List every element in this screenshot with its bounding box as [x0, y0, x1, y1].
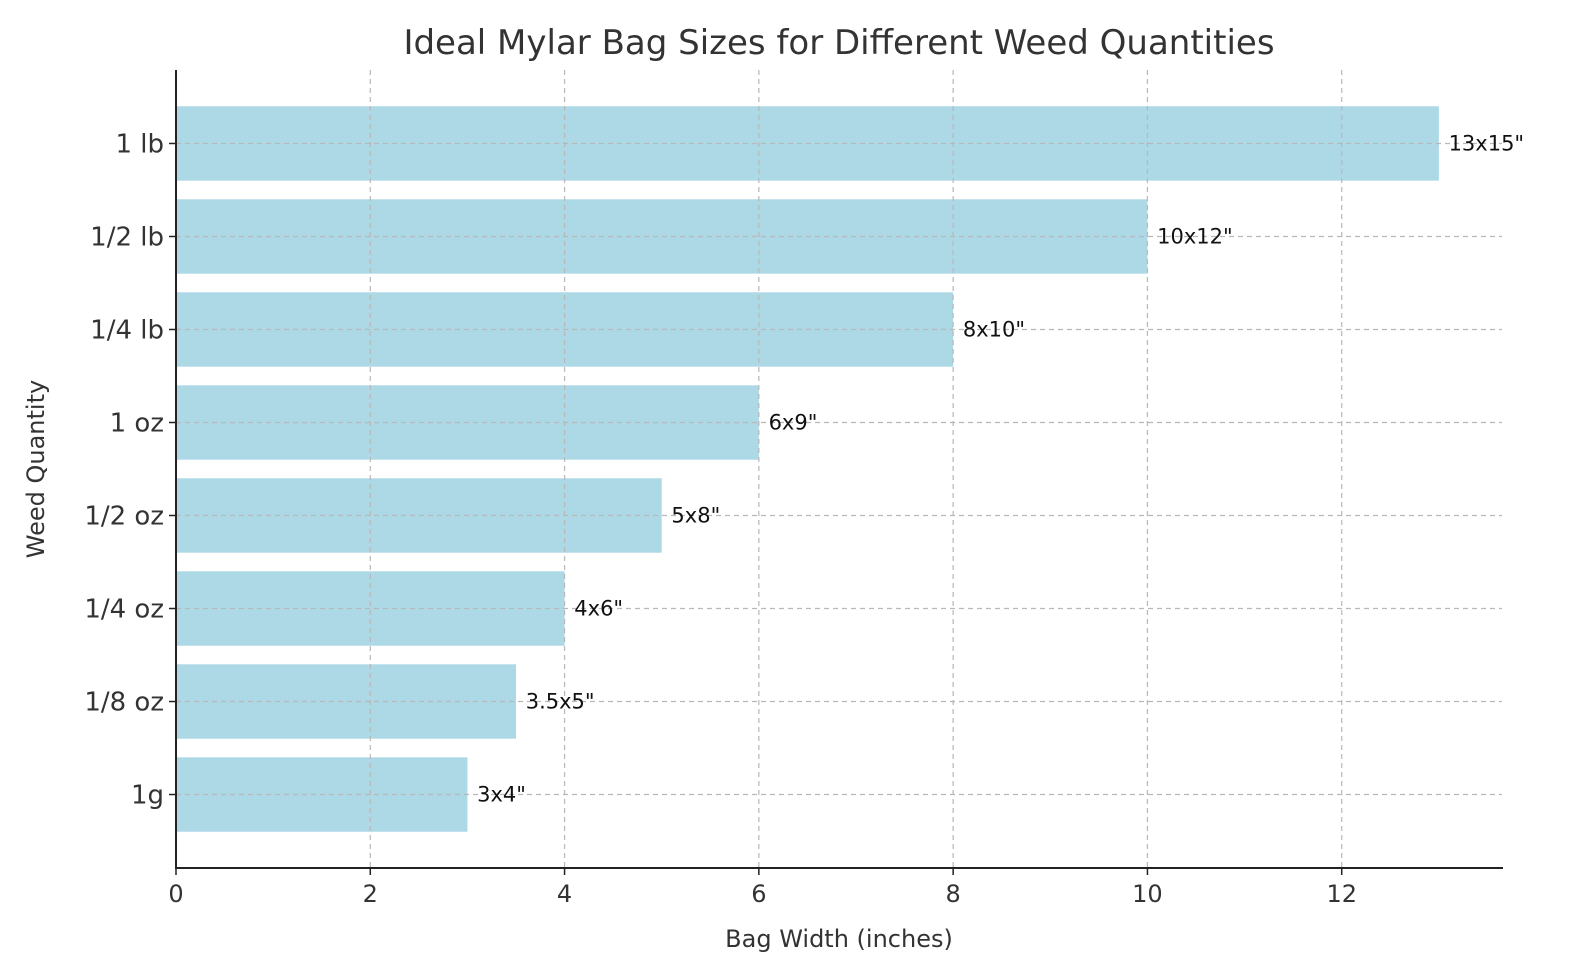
y-tick-label: 1/4 lb: [90, 315, 164, 345]
y-tick-label: 1g: [131, 781, 164, 811]
y-tick-label: 1/8 oz: [84, 688, 164, 718]
bar: [176, 478, 662, 553]
data-label: 3x4": [477, 783, 526, 807]
bars: [176, 106, 1439, 832]
bar: [176, 199, 1148, 274]
x-tick-label: 10: [1132, 880, 1163, 908]
y-tick-label: 1/2 lb: [90, 222, 164, 252]
chart-title: Ideal Mylar Bag Sizes for Different Weed…: [403, 23, 1274, 63]
data-label: 8x10": [963, 317, 1025, 341]
x-tick-label: 8: [946, 880, 961, 908]
y-tick-label: 1 oz: [110, 408, 164, 438]
y-tick-label: 1/2 oz: [84, 502, 164, 532]
data-label: 4x6": [574, 597, 623, 621]
y-axis-label: Weed Quantity: [22, 380, 50, 558]
data-labels: 3x4" 3.5x5" 4x6" 5x8" 6x9" 8x10" 10x12" 13x15": [175, 70, 1525, 868]
x-tick-label: 12: [1326, 880, 1357, 908]
y-tick-label: 1 lb: [115, 129, 164, 159]
data-label: 6x9": [769, 410, 818, 434]
x-tick-label: 4: [557, 880, 572, 908]
data-label: 10x12": [1157, 224, 1233, 248]
x-tick-label: 0: [168, 880, 183, 908]
x-axis-label: Bag Width (inches): [725, 925, 953, 953]
data-label: 5x8": [671, 504, 720, 528]
x-tick-label: 2: [363, 880, 378, 908]
y-tick-label: 1/4 oz: [84, 595, 164, 625]
ticks: 0 2 4 6 8 10 12 1g 1/8 oz 1/4 oz 1/2 oz 1 oz 1/4 lb 1…: [84, 129, 1357, 908]
data-label: 3.5x5": [526, 690, 595, 714]
x-tick-label: 6: [751, 880, 766, 908]
data-label: 13x15": [1449, 131, 1525, 155]
